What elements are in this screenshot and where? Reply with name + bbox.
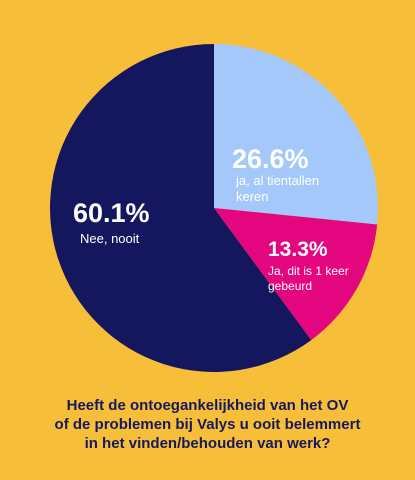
- pie-slice-ja-al-tientallen-keren: [214, 44, 378, 225]
- question-line-2: of de problemen bij Valys u ooit belemme…: [54, 416, 361, 433]
- slice-label-tientallen-keren-line1: ja, al tientallen: [235, 173, 319, 188]
- survey-question: Heeft de ontoegankelijkheid van het OV o…: [0, 396, 415, 453]
- slice-label-nee-nooit: Nee, nooit: [80, 231, 140, 246]
- pie-slice-ja-dit-is-1-keer-gebeurd: [214, 208, 378, 341]
- pie-slice-nee-nooit: [49, 44, 312, 372]
- question-line-1: Heeft de ontoegankelijkheid van het OV: [66, 397, 349, 414]
- slice-label-tientallen-keren-line2: keren: [236, 189, 269, 204]
- slice-value-1-keer-gebeurd: 13.3%: [268, 238, 328, 261]
- slice-value-nee-nooit: 60.1%: [73, 198, 150, 228]
- question-line-3: in het vinden/behouden van werk?: [84, 435, 331, 452]
- slice-value-tientallen-keren: 26.6%: [232, 144, 309, 174]
- slice-label-1-keer-gebeurd-line1: Ja, dit is 1 keer: [268, 264, 349, 278]
- slice-label-1-keer-gebeurd-line2: gebeurd: [268, 279, 312, 293]
